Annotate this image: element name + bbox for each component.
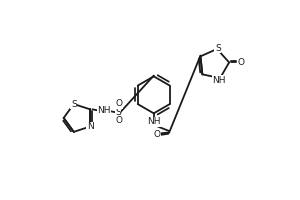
Text: S: S [215,44,221,53]
Text: N: N [87,122,94,131]
Text: S: S [115,108,121,117]
Text: NH: NH [147,117,160,126]
Text: O: O [116,116,123,125]
Text: O: O [116,99,123,108]
Text: NH: NH [97,106,111,115]
Text: O: O [153,130,160,139]
Text: O: O [237,58,244,67]
Text: S: S [71,100,76,109]
Text: NH: NH [213,76,226,85]
